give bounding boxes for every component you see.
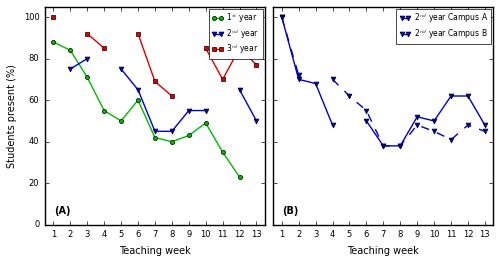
1$^{st}$ year <box>220 150 226 154</box>
1$^{st}$ year <box>101 109 107 112</box>
2$^{nd}$ year Campus B <box>431 119 437 123</box>
2$^{nd}$ year <box>135 88 141 91</box>
Legend: 1$^{st}$ year, 2$^{nd}$ year, 3$^{rd}$ year: 1$^{st}$ year, 2$^{nd}$ year, 3$^{rd}$ y… <box>209 9 262 59</box>
Line: 2$^{nd}$ year Campus B: 2$^{nd}$ year Campus B <box>280 15 488 148</box>
3$^{rd}$ year <box>236 47 242 50</box>
2$^{nd}$ year Campus B <box>448 94 454 98</box>
2$^{nd}$ year Campus B <box>482 124 488 127</box>
2$^{nd}$ year <box>169 130 175 133</box>
2$^{nd}$ year Campus A <box>397 144 403 148</box>
2$^{nd}$ year <box>84 57 90 60</box>
3$^{rd}$ year <box>135 32 141 35</box>
1$^{st}$ year <box>169 140 175 143</box>
Line: 2$^{nd}$ year Campus A: 2$^{nd}$ year Campus A <box>280 15 488 148</box>
2$^{nd}$ year Campus A <box>482 130 488 133</box>
2$^{nd}$ year <box>202 109 208 112</box>
2$^{nd}$ year <box>118 67 124 70</box>
Line: 2$^{nd}$ year: 2$^{nd}$ year <box>68 56 259 134</box>
2$^{nd}$ year Campus A <box>364 109 370 112</box>
3$^{rd}$ year <box>84 32 90 35</box>
2$^{nd}$ year Campus B <box>414 115 420 118</box>
Line: 3$^{rd}$ year: 3$^{rd}$ year <box>51 15 259 98</box>
2$^{nd}$ year Campus A <box>296 74 302 77</box>
1$^{st}$ year <box>152 136 158 139</box>
2$^{nd}$ year Campus B <box>465 94 471 98</box>
3$^{rd}$ year <box>202 47 208 50</box>
2$^{nd}$ year Campus B <box>380 144 386 148</box>
3$^{rd}$ year <box>220 78 226 81</box>
X-axis label: Teaching week: Teaching week <box>348 246 419 256</box>
1$^{st}$ year <box>202 122 208 125</box>
Y-axis label: Students present (%): Students present (%) <box>6 64 16 168</box>
2$^{nd}$ year <box>254 119 260 123</box>
1$^{st}$ year <box>236 175 242 179</box>
2$^{nd}$ year <box>152 130 158 133</box>
2$^{nd}$ year Campus A <box>279 16 285 19</box>
2$^{nd}$ year Campus A <box>346 94 352 98</box>
3$^{rd}$ year <box>101 47 107 50</box>
1$^{st}$ year <box>118 119 124 123</box>
2$^{nd}$ year Campus B <box>279 16 285 19</box>
2$^{nd}$ year Campus B <box>312 82 318 85</box>
1$^{st}$ year <box>135 99 141 102</box>
2$^{nd}$ year <box>68 67 73 70</box>
3$^{rd}$ year <box>50 16 56 19</box>
2$^{nd}$ year Campus B <box>330 124 336 127</box>
2$^{nd}$ year Campus A <box>431 130 437 133</box>
2$^{nd}$ year Campus A <box>414 124 420 127</box>
1$^{st}$ year <box>50 41 56 44</box>
2$^{nd}$ year Campus A <box>448 138 454 141</box>
2$^{nd}$ year Campus A <box>465 124 471 127</box>
X-axis label: Teaching week: Teaching week <box>119 246 191 256</box>
2$^{nd}$ year Campus A <box>380 144 386 148</box>
1$^{st}$ year <box>186 134 192 137</box>
Legend: 2$^{nd}$ year Campus A, 2$^{nd}$ year Campus B: 2$^{nd}$ year Campus A, 2$^{nd}$ year Ca… <box>396 9 491 44</box>
Text: (B): (B) <box>282 206 298 216</box>
2$^{nd}$ year Campus B <box>397 144 403 148</box>
3$^{rd}$ year <box>152 80 158 83</box>
1$^{st}$ year <box>68 49 73 52</box>
2$^{nd}$ year Campus B <box>296 78 302 81</box>
3$^{rd}$ year <box>254 63 260 67</box>
2$^{nd}$ year <box>236 88 242 91</box>
2$^{nd}$ year Campus A <box>330 78 336 81</box>
1$^{st}$ year <box>84 76 90 79</box>
Line: 1$^{st}$ year: 1$^{st}$ year <box>52 40 242 179</box>
3$^{rd}$ year <box>169 94 175 98</box>
2$^{nd}$ year <box>186 109 192 112</box>
Text: (A): (A) <box>54 206 70 216</box>
2$^{nd}$ year Campus B <box>364 119 370 123</box>
